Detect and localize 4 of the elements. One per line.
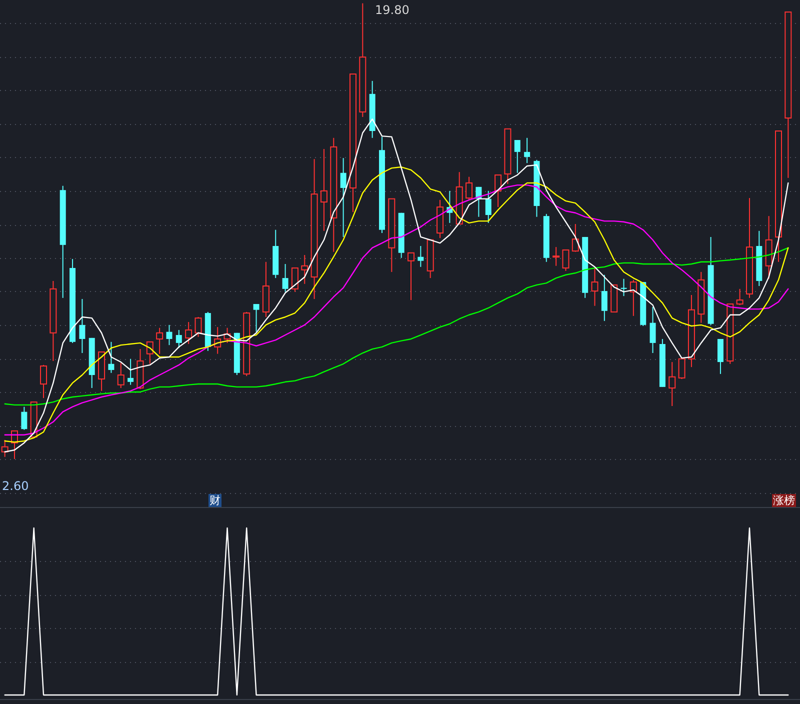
- note: 涨榜: [772, 494, 796, 507]
- note: 财: [208, 494, 222, 507]
- note: 19.80: [375, 3, 410, 17]
- note: 2.60: [2, 479, 29, 493]
